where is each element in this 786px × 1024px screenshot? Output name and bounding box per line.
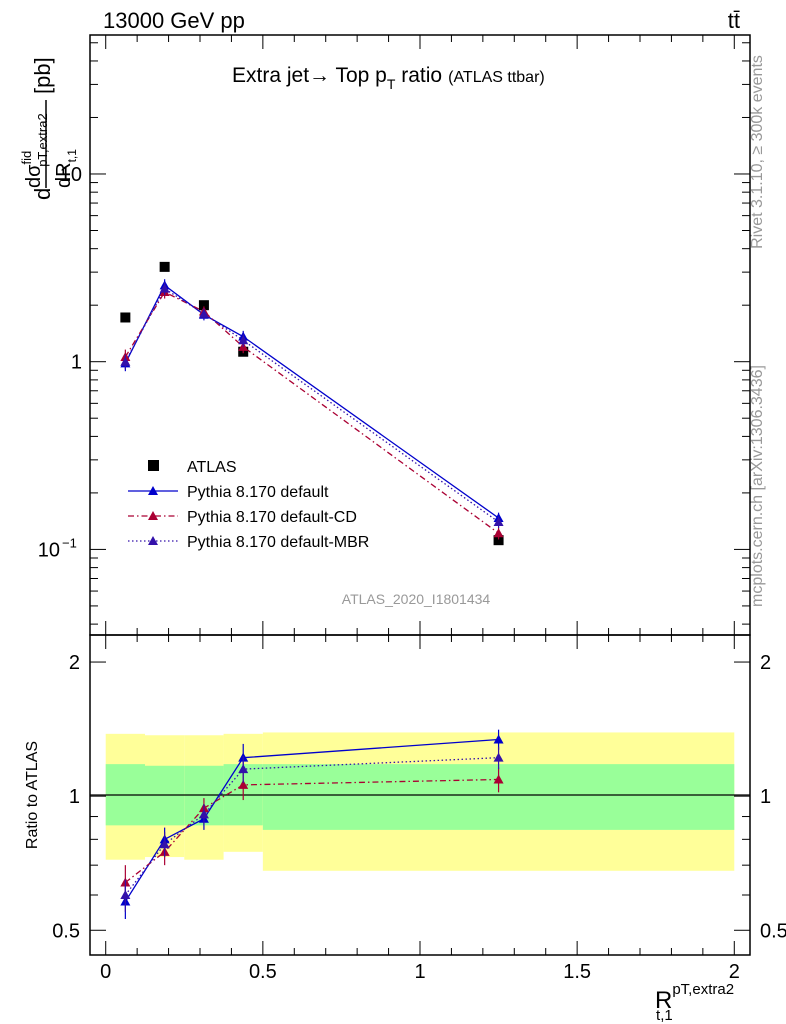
main-ytick-label: 10	[38, 539, 60, 561]
series-point-3	[120, 356, 131, 366]
ratio-series-marks	[120, 729, 504, 919]
process-label: tt̄	[728, 8, 740, 33]
ratio-xtick-label: 2	[729, 961, 740, 983]
ratio-ytick-label-right: 2	[760, 652, 771, 674]
series-line-3	[124, 287, 499, 523]
ylabel-dR-sub: t,1	[65, 149, 79, 163]
atlas-data-point	[493, 535, 504, 546]
energy-label: 13000 GeV pp	[103, 8, 245, 33]
ylabel-unit: [pb]	[30, 57, 55, 94]
ratio-point-1	[493, 774, 504, 784]
xlabel-main: R	[655, 987, 672, 1014]
series-point-3	[159, 283, 170, 293]
ratio-point-2	[493, 752, 504, 762]
xlabel-sub: t,1	[656, 1007, 673, 1024]
ratio-xtick-label: 1	[414, 961, 425, 983]
ratio-ylabel: Ratio to ATLAS	[24, 741, 41, 849]
ratio-ytick-label-left: 1	[69, 786, 80, 808]
ratio-ytick-label-right: 1	[760, 786, 771, 808]
legend-marker-atlas	[148, 460, 159, 471]
ylabel-dR: dR	[53, 162, 75, 188]
ratio-point-2	[198, 809, 209, 819]
svg-text:d: d	[30, 188, 55, 200]
ratio-ytick-label-left: 0.5	[52, 920, 80, 942]
atlas-data-point	[120, 312, 131, 323]
ratio-xtick-label: 1.5	[563, 961, 591, 983]
chart-title-main: Extra jet→ Top p	[232, 64, 387, 87]
series-line-2	[124, 291, 499, 534]
mcplots-label: mcplots.cern.ch [arXiv:1306.3436]	[749, 365, 766, 607]
atlas-data-point	[198, 300, 209, 311]
ratio-point-2	[238, 764, 249, 774]
ylabel-dsigma: dσ	[23, 164, 45, 188]
ratio-xtick-label: 0	[100, 961, 111, 983]
chart-title-tail: ratio	[395, 64, 442, 87]
ratio-panel: 0 0.5 1 1.5 2 0.5 0.5 1 1 2 2 Ratio to ATLAS RpT,e…	[24, 634, 786, 1024]
legend-label: Pythia 8.170 default-CD	[187, 509, 357, 526]
chart-title-small: (ATLAS ttbar)	[448, 69, 545, 86]
ratio-frame	[89, 634, 751, 956]
legend: ATLAS Pythia 8.170 default Pythia 8.170 de…	[128, 459, 369, 551]
legend-marker	[148, 511, 158, 520]
ylabel-sigma-sub: pT,extra2	[35, 113, 50, 166]
chart-title-subscript: T	[387, 76, 396, 92]
main-ytick-label: 1	[71, 352, 82, 374]
ratio-xlabel: RpT,extra2 t,1	[655, 981, 734, 1024]
main-ylabel: d dσfidpT,extra2 dRt,1 [pb]	[19, 57, 79, 200]
legend-label: Pythia 8.170 default-MBR	[187, 534, 369, 551]
rivet-version-label: Rivet 3.1.10, ≥ 300k events	[749, 55, 766, 249]
legend-label: ATLAS	[187, 459, 237, 476]
legend-marker	[148, 486, 158, 495]
analysis-tag: ATLAS_2020_I1801434	[342, 591, 491, 607]
svg-text:dRt,1: dRt,1	[53, 149, 79, 188]
series-point-2	[493, 528, 504, 538]
main-series-marks	[120, 261, 504, 546]
ratio-uncertainty-bands	[105, 732, 735, 871]
series-point-3	[238, 335, 249, 345]
legend-marker	[148, 536, 158, 545]
svg-text:[pb]: [pb]	[30, 57, 55, 94]
main-ytick-exponent: −1	[62, 535, 77, 550]
ratio-ytick-label-left: 2	[69, 652, 80, 674]
ratio-ytick-label-right: 0.5	[760, 920, 786, 942]
series-point-3	[493, 516, 504, 526]
ylabel-d: d	[30, 188, 55, 200]
chart-title: Extra jet→ Top pT ratio (ATLAS ttbar)	[232, 64, 545, 92]
legend-label: Pythia 8.170 default	[187, 484, 329, 501]
ratio-point-1	[238, 779, 249, 789]
atlas-data-point	[159, 261, 170, 272]
xlabel-sup: pT,extra2	[672, 981, 734, 998]
ratio-point-0	[493, 734, 504, 744]
series-point-3	[198, 308, 209, 318]
ratio-xtick-label: 0.5	[249, 961, 277, 983]
main-ytick-label: 10	[60, 164, 82, 186]
ratio-axis-ticks: 0 0.5 1 1.5 2 0.5 0.5 1 1 2 2	[52, 635, 786, 983]
ratio-point-2	[120, 889, 131, 899]
ratio-point-2	[159, 839, 170, 849]
ylabel-sigma-sup: fid	[19, 151, 34, 165]
